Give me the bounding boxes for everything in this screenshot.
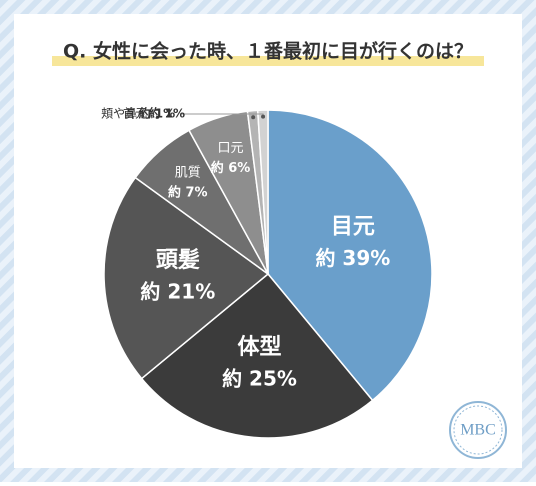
slice-value: 約 1%	[148, 106, 185, 121]
slice-value: 約 25%	[222, 366, 297, 390]
slice-name: 頬や鼻	[101, 106, 137, 121]
slice-value: 約 6%	[211, 160, 251, 176]
slice-name: 頭髪	[156, 248, 200, 273]
chart-title: Q. 女性に会った時、１番最初に目が行くのは？	[63, 40, 473, 63]
slice-value: 約 39%	[315, 246, 390, 270]
pie-slice	[103, 176, 270, 380]
leader-dot	[251, 115, 256, 120]
slice-value: 約 7%	[168, 184, 208, 200]
slice-value: 約 21%	[140, 279, 215, 303]
slice-name: 口元	[217, 141, 243, 156]
logo: MBC	[449, 401, 507, 459]
logo-ring	[449, 401, 507, 459]
slice-name: 肌質	[175, 165, 201, 180]
slice-name: 首元	[123, 107, 147, 121]
pie-slice	[256, 109, 269, 275]
title-highlight	[52, 56, 484, 66]
logo-ring-inner	[453, 405, 503, 455]
pie-slice	[267, 109, 433, 402]
leader-dot	[261, 114, 266, 119]
slice-name: 体型	[238, 335, 282, 360]
slice-name: 目元	[331, 214, 375, 239]
logo-text: MBC	[460, 422, 496, 439]
pie-slice	[140, 272, 374, 439]
slice-value: 約 1%	[139, 106, 176, 121]
